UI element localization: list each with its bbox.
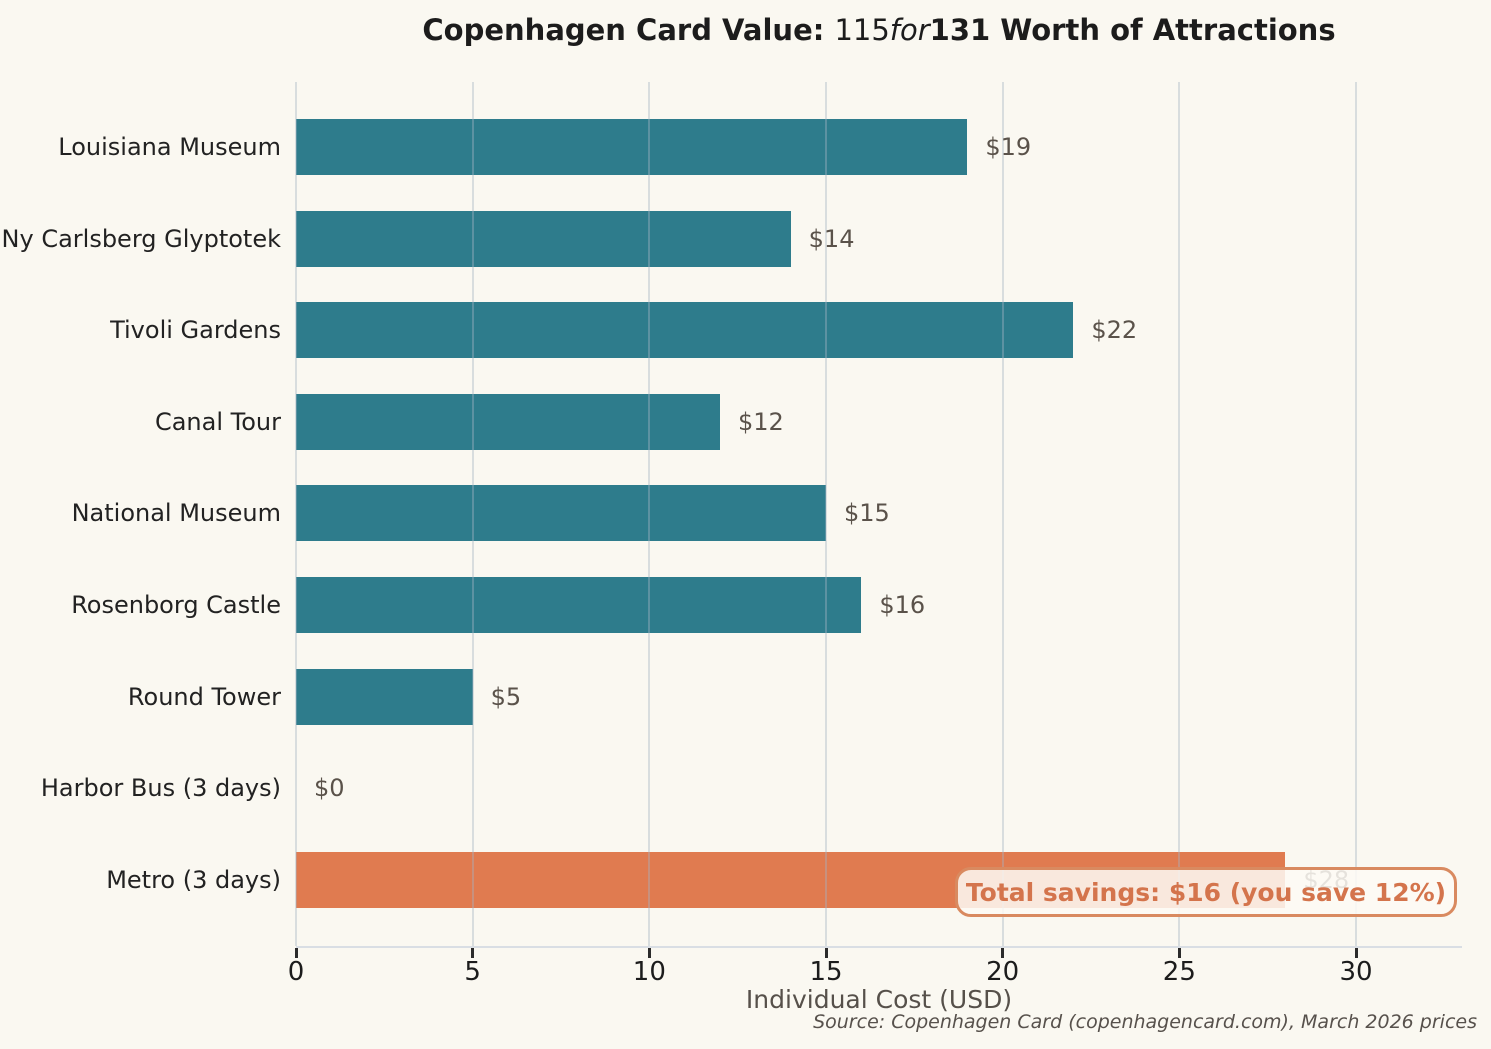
gridline bbox=[471, 82, 474, 946]
source-note: Source: Copenhagen Card (copenhagencard.… bbox=[813, 1011, 1477, 1033]
bar-value-label: $15 bbox=[844, 499, 890, 528]
y-axis-label: Round Tower bbox=[127, 682, 281, 711]
y-axis-labels: Louisiana Museum Ny Carlsberg Glyptotek Ti… bbox=[0, 82, 281, 946]
x-tick-mark bbox=[1354, 948, 1358, 958]
y-axis-label: Canal Tour bbox=[154, 407, 281, 436]
bar-national-museum bbox=[296, 485, 826, 542]
y-axis-label: Harbor Bus (3 days) bbox=[40, 774, 281, 803]
chart-title-suffix: 131 Worth of Attractions bbox=[929, 13, 1336, 47]
x-tick-mark bbox=[1001, 948, 1005, 958]
y-axis-label: Rosenborg Castle bbox=[71, 591, 281, 619]
bar-canal-tour bbox=[296, 393, 720, 450]
y-axis-label: National Museum bbox=[71, 499, 281, 528]
gridline bbox=[648, 82, 651, 946]
x-tick-label: 10 bbox=[632, 957, 666, 987]
gridline bbox=[295, 82, 297, 946]
x-tick-label: 25 bbox=[1162, 957, 1196, 987]
y-axis-label: Metro (3 days) bbox=[106, 865, 281, 894]
bar-value-label: $19 bbox=[985, 133, 1032, 161]
bar-tivoli-gardens bbox=[296, 302, 1074, 359]
x-tick-mark bbox=[294, 948, 298, 958]
bar-value-label: $16 bbox=[879, 591, 926, 619]
x-axis-title: Individual Cost (USD) bbox=[745, 985, 1013, 1014]
chart-title-prefix: Copenhagen Card Value: bbox=[422, 13, 835, 47]
bar-value-label: $12 bbox=[738, 407, 784, 436]
bar-value-label: $22 bbox=[1091, 316, 1138, 345]
x-tick-mark bbox=[824, 948, 828, 958]
y-axis-label: Ny Carlsberg Glyptotek bbox=[1, 224, 281, 253]
gridline bbox=[1178, 82, 1181, 946]
x-tick-label: 0 bbox=[287, 957, 305, 987]
bar-round-tower bbox=[296, 668, 473, 725]
x-axis: 0 5 10 15 20 25 30 bbox=[288, 948, 1462, 998]
x-tick-mark bbox=[1177, 948, 1181, 958]
x-tick-label: 30 bbox=[1339, 957, 1373, 987]
bar-value-label: $0 bbox=[314, 774, 345, 803]
chart-title-connector: for bbox=[889, 13, 930, 47]
total-savings-annotation: Total savings: $16 (you save 12%) bbox=[955, 867, 1457, 917]
x-tick-mark bbox=[647, 948, 651, 958]
bar-louisiana-museum bbox=[296, 119, 968, 175]
chart-title: Copenhagen Card Value: 115for131 Worth o… bbox=[296, 8, 1462, 52]
gridline bbox=[1355, 82, 1357, 946]
total-savings-text: Total savings: $16 (you save 12%) bbox=[965, 877, 1447, 907]
bar-value-label: $5 bbox=[490, 682, 522, 711]
bar-ny-carlsberg-glyptotek bbox=[296, 210, 791, 267]
y-axis-label: Tivoli Gardens bbox=[110, 316, 281, 345]
chart-title-value: 115 bbox=[834, 13, 890, 47]
bar-rosenborg-castle bbox=[296, 577, 862, 633]
x-tick-label: 5 bbox=[464, 957, 481, 987]
x-tick-mark bbox=[471, 948, 475, 958]
bar-value-label: $14 bbox=[808, 224, 855, 253]
x-tick-label: 20 bbox=[986, 957, 1020, 987]
y-axis-label: Louisiana Museum bbox=[58, 133, 281, 161]
plot-area: $19$14$22$12$15$16$5$0$28 Total savings:… bbox=[295, 82, 1462, 948]
gridline bbox=[825, 82, 827, 946]
x-tick-label: 15 bbox=[809, 957, 843, 987]
gridline bbox=[1001, 82, 1004, 946]
